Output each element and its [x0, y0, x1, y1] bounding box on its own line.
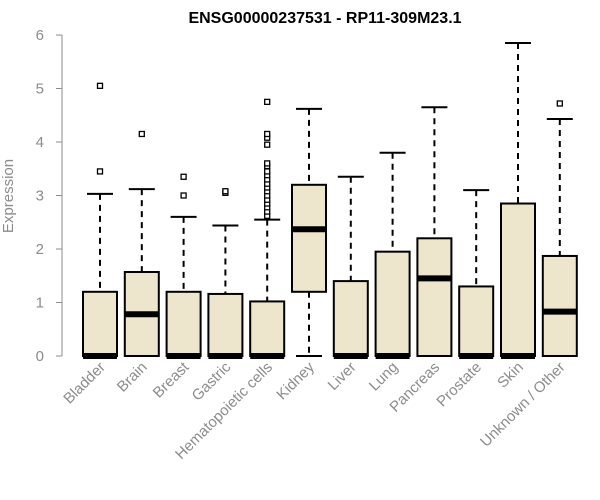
- iqr-box: [207, 292, 244, 358]
- iqr-box: [500, 202, 536, 357]
- outlier-point: [180, 192, 187, 199]
- outlier-point: [222, 188, 229, 195]
- outlier-point: [264, 141, 271, 148]
- outlier-point: [96, 168, 104, 175]
- iqr-box: [374, 250, 411, 357]
- y-tick-label: 4: [36, 134, 44, 151]
- outlier-point: [556, 100, 563, 107]
- x-tick-label: Prostate: [433, 359, 485, 411]
- box-1: [123, 130, 160, 358]
- boxes-group: [82, 42, 578, 359]
- outlier-point: [264, 98, 271, 106]
- x-tick-label: Skin: [494, 359, 527, 392]
- box-11: [541, 100, 578, 357]
- box-4: [249, 98, 286, 359]
- outlier-point: [96, 82, 104, 89]
- box-2: [165, 173, 202, 359]
- iqr-box: [291, 183, 327, 293]
- y-tick-label: 0: [36, 348, 44, 365]
- outlier-point: [264, 168, 271, 175]
- box-7: [374, 151, 411, 359]
- iqr-box: [249, 300, 286, 357]
- iqr-box: [541, 254, 578, 357]
- x-tick-label: Brain: [114, 359, 151, 396]
- outlier-point: [138, 130, 145, 138]
- x-tick-label: Bladder: [60, 359, 109, 408]
- box-3: [207, 188, 244, 359]
- x-tick-label: Liver: [325, 359, 360, 394]
- box-0: [82, 82, 118, 359]
- iqr-box: [332, 280, 369, 358]
- iqr-box: [165, 290, 202, 357]
- y-tick-label: 3: [36, 188, 44, 205]
- iqr-box: [458, 285, 495, 358]
- y-tick-label: 6: [36, 27, 44, 44]
- box-5: [291, 107, 327, 357]
- y-tick-label: 2: [36, 241, 44, 258]
- y-tick-label: 1: [36, 295, 44, 312]
- outlier-point: [264, 160, 271, 167]
- iqr-box: [82, 290, 118, 357]
- x-tick-label: Breast: [150, 358, 193, 401]
- y-axis-label: Expression: [0, 159, 17, 233]
- y-axis: 0 1 2 3 4 5 6: [36, 27, 63, 365]
- x-tick-label: Lung: [366, 359, 402, 395]
- outlier-point: [180, 173, 187, 180]
- y-tick-label: 5: [36, 81, 44, 98]
- box-10: [500, 42, 536, 359]
- x-tick-label: Kidney: [273, 358, 318, 403]
- box-6: [332, 175, 369, 359]
- box-9: [458, 189, 495, 359]
- iqr-box: [416, 237, 453, 357]
- box-8: [416, 106, 453, 357]
- outlier-point: [264, 130, 271, 138]
- chart-title: ENSG00000237531 - RP11-309M23.1: [188, 10, 461, 27]
